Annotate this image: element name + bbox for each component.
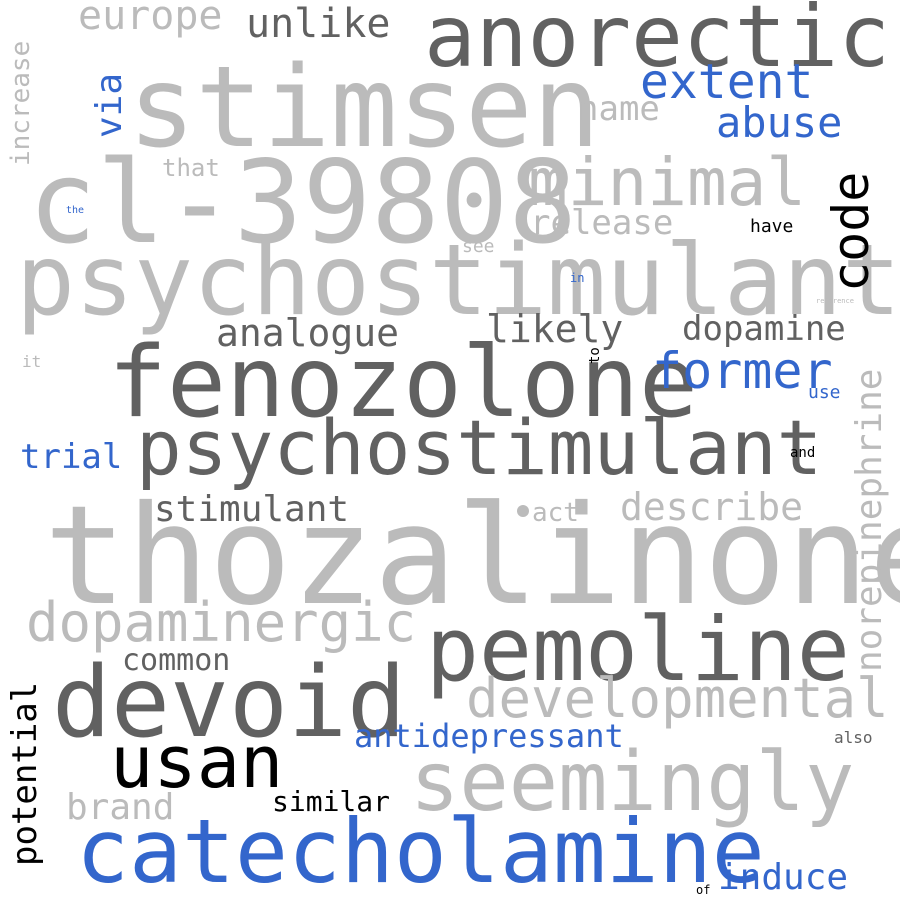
word-catecholamine: catecholamine (76, 800, 765, 900)
word-europe: europe (78, 0, 223, 39)
word-brand: brand (66, 787, 175, 828)
word-norepinephrine: norepinephrine (849, 368, 890, 672)
word-analogue: analogue (216, 311, 400, 355)
word-psychostimulants: psychostimulants (16, 224, 900, 338)
word-also: also (834, 728, 873, 747)
word-name: name (578, 89, 660, 129)
word-former: former (652, 342, 833, 400)
word-dopamine: dopamine (682, 309, 846, 349)
word-seemingly: seemingly (410, 735, 855, 830)
word-increase: increase (6, 40, 36, 166)
word-trial: trial (20, 437, 123, 477)
dot-mark (517, 505, 529, 517)
word-use: use (808, 382, 841, 403)
word-usan: usan (110, 720, 284, 804)
word-potential: potential (5, 681, 45, 866)
word-fenozolone: fenozolone (108, 326, 699, 440)
word-cl-39808: cl-39808 (28, 136, 578, 269)
word-minimal: minimal (528, 144, 807, 221)
word-developmental: developmental (466, 667, 889, 730)
word-induce: induce (718, 857, 849, 898)
word-describe: describe (620, 485, 804, 529)
word-psychostimulant: psychostimulant (136, 403, 823, 492)
word-act: act (532, 498, 579, 528)
word-similar: similar (272, 785, 391, 818)
word-it: it (22, 352, 42, 371)
word-anorectic: anorectic (424, 0, 890, 87)
word-the: the (66, 205, 85, 216)
word-stimulant: stimulant (154, 489, 350, 530)
word-antidepressant: antidepressant (354, 717, 624, 755)
word-see: see (462, 236, 495, 257)
word-unlike: unlike (246, 1, 391, 47)
word-likely: likely (486, 307, 624, 351)
word-that: that (162, 154, 220, 182)
word-pemoline: pemoline (426, 598, 850, 701)
word-have: have (750, 216, 794, 237)
word-stimsen: stimsen (128, 43, 601, 173)
word-code: code (822, 171, 880, 292)
word-dopaminergic: dopaminergic (26, 591, 417, 654)
word-in: in (570, 271, 585, 285)
word-reference: reference (816, 297, 854, 305)
word-thozalinone: thozalinone (44, 477, 900, 636)
word-devoid: devoid (52, 646, 407, 760)
word-extent: extent (640, 54, 814, 110)
word-of: of (696, 883, 711, 897)
word-release: release (530, 203, 674, 243)
word-abuse: abuse (716, 98, 843, 147)
word-via: via (89, 72, 130, 138)
word-and: and (790, 445, 816, 461)
word-to: to (587, 347, 603, 364)
word-common: common (122, 643, 231, 678)
